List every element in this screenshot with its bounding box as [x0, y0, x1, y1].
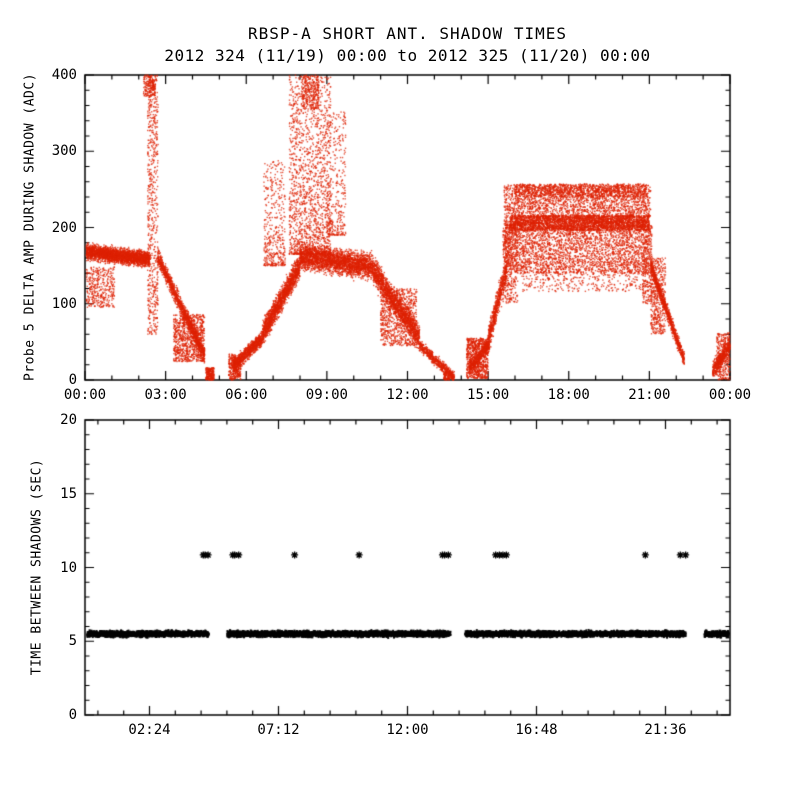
y-tick-label: 400	[51, 67, 77, 83]
y-tick-label: 200	[51, 219, 77, 236]
y-tick-label: 0	[68, 707, 77, 723]
x-tick-label: 12:00	[386, 387, 429, 403]
y-tick-label: 5	[68, 633, 77, 650]
chart-title: RBSP-A SHORT ANT. SHADOW TIMES	[248, 24, 567, 43]
x-tick-label: 07:12	[257, 722, 300, 738]
x-tick-label: 12:00	[386, 722, 429, 738]
x-tick-label: 21:36	[644, 722, 687, 738]
x-tick-label: 03:00	[144, 387, 187, 403]
y-tick-label: 0	[68, 372, 77, 388]
x-tick-label: 00:00	[63, 387, 107, 403]
x-tick-label: 16:48	[515, 722, 558, 738]
y-tick-label: 20	[60, 412, 77, 428]
top-y-axis-label: Probe 5 DELTA AMP DURING SHADOW (ADC)	[22, 72, 38, 382]
x-tick-label: 21:00	[628, 387, 671, 403]
y-tick-label: 15	[60, 485, 77, 502]
x-tick-label: 06:00	[225, 387, 268, 403]
chart-subtitle: 2012 324 (11/19) 00:00 to 2012 325 (11/2…	[164, 46, 651, 65]
x-tick-label: 00:00	[708, 387, 752, 403]
x-tick-label: 15:00	[467, 387, 510, 403]
y-tick-label: 300	[51, 143, 77, 160]
x-tick-label: 18:00	[547, 387, 590, 403]
y-tick-label: 100	[51, 295, 77, 312]
y-tick-label: 10	[60, 559, 77, 576]
x-tick-label: 09:00	[305, 387, 348, 403]
x-tick-label: 02:24	[128, 722, 171, 738]
